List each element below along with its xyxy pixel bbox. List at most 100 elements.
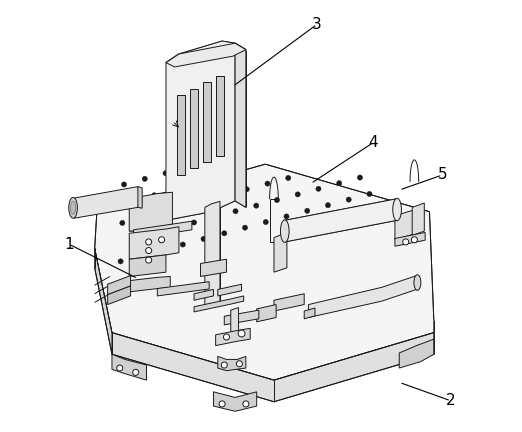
Ellipse shape	[280, 220, 289, 242]
Circle shape	[275, 197, 280, 203]
Circle shape	[238, 330, 245, 337]
Text: 1: 1	[64, 237, 74, 251]
Circle shape	[295, 192, 300, 197]
Circle shape	[161, 209, 167, 214]
Polygon shape	[218, 284, 242, 296]
Polygon shape	[216, 328, 250, 346]
Polygon shape	[218, 356, 246, 371]
Circle shape	[367, 191, 372, 197]
Circle shape	[305, 208, 310, 213]
Circle shape	[265, 181, 270, 186]
Polygon shape	[257, 305, 276, 322]
Circle shape	[233, 209, 238, 214]
Polygon shape	[121, 276, 170, 293]
Polygon shape	[138, 187, 142, 208]
Circle shape	[337, 181, 342, 186]
Circle shape	[223, 334, 230, 340]
Circle shape	[316, 186, 321, 191]
Circle shape	[180, 242, 185, 247]
Polygon shape	[412, 203, 424, 235]
Circle shape	[243, 401, 249, 407]
Polygon shape	[224, 310, 259, 325]
Polygon shape	[134, 221, 192, 238]
Circle shape	[244, 187, 250, 192]
Circle shape	[146, 257, 152, 263]
Text: 5: 5	[437, 168, 447, 182]
Text: 3: 3	[312, 17, 322, 32]
Polygon shape	[235, 43, 246, 207]
Circle shape	[172, 187, 177, 192]
Ellipse shape	[414, 275, 421, 290]
Circle shape	[146, 248, 152, 254]
Polygon shape	[157, 282, 209, 296]
Polygon shape	[166, 41, 235, 220]
Polygon shape	[129, 192, 172, 231]
Circle shape	[346, 197, 351, 202]
Circle shape	[142, 176, 147, 181]
Circle shape	[203, 198, 208, 203]
Polygon shape	[129, 227, 179, 259]
Circle shape	[263, 219, 268, 225]
Polygon shape	[399, 339, 434, 368]
Circle shape	[139, 253, 144, 258]
Circle shape	[146, 239, 152, 245]
Polygon shape	[395, 210, 417, 240]
Polygon shape	[216, 76, 224, 156]
Circle shape	[140, 215, 146, 220]
Polygon shape	[108, 286, 130, 305]
Circle shape	[160, 248, 164, 253]
Polygon shape	[274, 294, 304, 311]
Circle shape	[129, 237, 135, 242]
Circle shape	[236, 361, 242, 367]
Circle shape	[182, 203, 187, 209]
Circle shape	[222, 231, 227, 236]
Circle shape	[358, 175, 362, 180]
Circle shape	[286, 175, 291, 181]
Polygon shape	[274, 233, 287, 272]
Circle shape	[118, 259, 123, 264]
Polygon shape	[203, 82, 211, 162]
Polygon shape	[231, 308, 239, 337]
Polygon shape	[129, 255, 166, 276]
Circle shape	[242, 225, 247, 230]
Polygon shape	[194, 296, 244, 312]
Circle shape	[284, 214, 289, 219]
Polygon shape	[395, 232, 425, 246]
Polygon shape	[205, 201, 220, 309]
Ellipse shape	[393, 198, 401, 221]
Circle shape	[411, 237, 418, 243]
Polygon shape	[304, 308, 315, 319]
Polygon shape	[112, 333, 434, 402]
Polygon shape	[70, 187, 140, 218]
Circle shape	[122, 182, 127, 187]
Ellipse shape	[70, 201, 76, 214]
Text: 4: 4	[369, 135, 378, 150]
Text: 2: 2	[446, 394, 456, 408]
Polygon shape	[189, 89, 198, 168]
Polygon shape	[177, 95, 185, 175]
Circle shape	[223, 192, 229, 197]
Circle shape	[212, 214, 217, 219]
Circle shape	[171, 226, 176, 231]
Polygon shape	[112, 354, 147, 380]
Circle shape	[150, 231, 155, 236]
Polygon shape	[194, 289, 213, 300]
Circle shape	[254, 203, 259, 208]
Polygon shape	[94, 164, 434, 380]
Polygon shape	[200, 259, 227, 276]
Polygon shape	[309, 276, 417, 318]
Polygon shape	[94, 248, 112, 354]
Circle shape	[193, 181, 198, 187]
Circle shape	[131, 198, 136, 203]
Circle shape	[120, 220, 125, 226]
Circle shape	[219, 401, 225, 407]
Circle shape	[221, 362, 227, 368]
Circle shape	[214, 176, 219, 181]
Polygon shape	[213, 392, 257, 411]
Circle shape	[159, 237, 164, 243]
Polygon shape	[166, 43, 246, 67]
Circle shape	[117, 365, 123, 371]
Circle shape	[192, 220, 197, 225]
Circle shape	[325, 203, 330, 208]
Circle shape	[133, 369, 139, 375]
